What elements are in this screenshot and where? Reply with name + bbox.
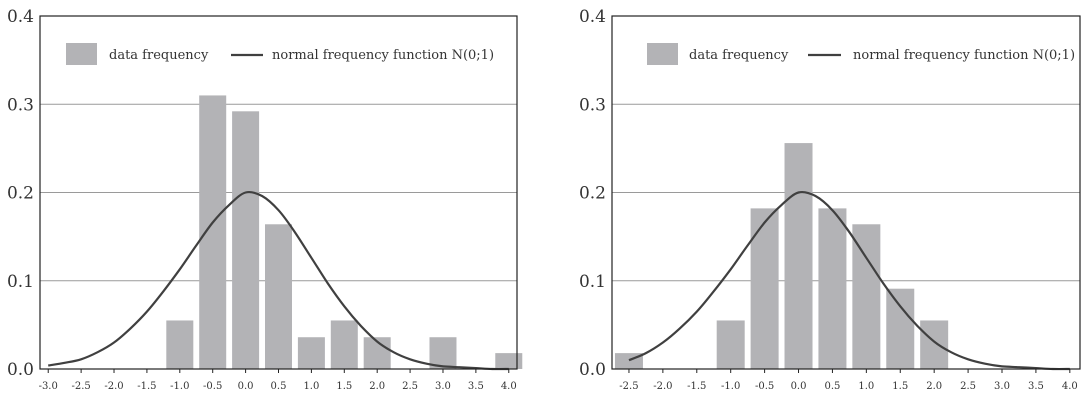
y-tick-label: 0.3 bbox=[7, 95, 34, 115]
x-tick-label: 3.5 bbox=[468, 381, 484, 392]
x-tick-label: -1.0 bbox=[721, 381, 740, 392]
histogram-bar bbox=[429, 337, 457, 369]
histogram-bar bbox=[750, 208, 779, 369]
histogram-chart-right: data frequency normal frequency function… bbox=[579, 7, 1081, 392]
y-tick-label: 0.0 bbox=[579, 360, 606, 380]
x-tick-label: 3.5 bbox=[1028, 381, 1044, 392]
x-tick-label: 1.5 bbox=[892, 381, 908, 392]
x-tick-label: -1.5 bbox=[137, 381, 156, 392]
histogram-bar bbox=[920, 320, 949, 369]
histogram-bar bbox=[297, 337, 325, 369]
y-tick-label: 0.2 bbox=[7, 184, 34, 204]
histogram-bar bbox=[886, 288, 915, 369]
histogram-bar bbox=[784, 143, 813, 369]
histogram-chart-left: data frequency normal frequency function… bbox=[7, 7, 523, 392]
legend-label-normal-function: normal frequency function N(0;1) bbox=[272, 48, 494, 63]
histogram-bar bbox=[330, 320, 358, 369]
x-tick-label: 0.5 bbox=[824, 381, 840, 392]
legend-label-data-frequency: data frequency bbox=[689, 48, 789, 63]
x-tick-label: -1.5 bbox=[687, 381, 706, 392]
x-tick-label: 0.0 bbox=[238, 381, 254, 392]
x-tick-label: 2.5 bbox=[960, 381, 976, 392]
histogram-bar bbox=[818, 208, 847, 369]
normal-curve-line bbox=[48, 190, 509, 371]
legend-swatch-data-frequency bbox=[66, 43, 97, 65]
chart-panel-right: data frequency normal frequency function… bbox=[545, 0, 1090, 397]
plot-frame bbox=[611, 15, 1081, 370]
y-tick-label: 0.4 bbox=[579, 7, 606, 27]
y-tick-label: 0.2 bbox=[579, 184, 606, 204]
histogram-bar bbox=[852, 224, 881, 369]
x-tick-label: -0.5 bbox=[203, 381, 222, 392]
x-tick-label: -3.0 bbox=[39, 381, 58, 392]
x-tick-label: 1.5 bbox=[336, 381, 352, 392]
x-tick-label: 2.5 bbox=[402, 381, 418, 392]
legend-swatch-data-frequency bbox=[647, 43, 678, 65]
x-tick-label: 1.0 bbox=[303, 381, 319, 392]
y-tick-label: 0.4 bbox=[7, 7, 34, 27]
x-tick-label: -2.5 bbox=[71, 381, 90, 392]
normal-curve-line bbox=[628, 190, 1070, 371]
x-tick-label: -1.0 bbox=[170, 381, 189, 392]
x-tick-label: -2.0 bbox=[104, 381, 123, 392]
x-tick-label: -0.5 bbox=[755, 381, 774, 392]
x-tick-label: 4.0 bbox=[501, 381, 517, 392]
y-tick-label: 0.3 bbox=[579, 95, 606, 115]
histogram-bar bbox=[495, 353, 523, 369]
x-tick-label: 3.0 bbox=[994, 381, 1010, 392]
x-tick-label: -2.0 bbox=[653, 381, 672, 392]
histogram-bar bbox=[166, 320, 194, 369]
y-tick-label: 0.1 bbox=[7, 272, 34, 292]
x-tick-label: 4.0 bbox=[1062, 381, 1078, 392]
x-tick-label: 0.5 bbox=[271, 381, 287, 392]
x-tick-label: 3.0 bbox=[435, 381, 451, 392]
chart-panel-left: data frequency normal frequency function… bbox=[7, 7, 523, 392]
legend-label-data-frequency: data frequency bbox=[109, 48, 209, 63]
histogram-bar bbox=[716, 320, 745, 369]
y-tick-label: 0.1 bbox=[579, 272, 606, 292]
histogram-bar bbox=[232, 111, 260, 369]
histogram-bar bbox=[199, 95, 227, 370]
x-tick-label: 1.0 bbox=[858, 381, 874, 392]
x-tick-label: 2.0 bbox=[369, 381, 385, 392]
x-tick-label: -2.5 bbox=[619, 381, 638, 392]
y-tick-label: 0.0 bbox=[7, 360, 34, 380]
histogram-bar bbox=[265, 224, 292, 369]
x-tick-label: 2.0 bbox=[926, 381, 942, 392]
legend-label-normal-function: normal frequency function N(0;1) bbox=[853, 48, 1075, 63]
x-tick-label: 0.0 bbox=[791, 381, 807, 392]
